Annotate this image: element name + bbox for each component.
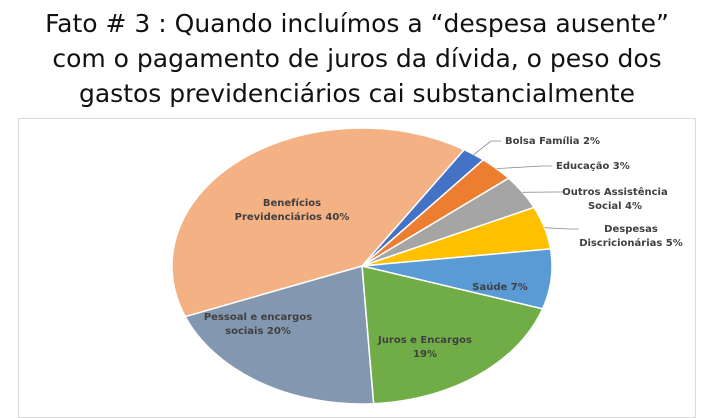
slice-label-5-line-0: Juros e Encargos (377, 335, 472, 346)
slice-label-7-line-1: Previdenciários 40% (235, 211, 350, 223)
slice-label-4-line-0: Saúde 7% (472, 281, 527, 293)
leader-line-3 (545, 228, 580, 229)
slice-label-3: Despesas Discricionárias 5% (579, 224, 683, 249)
slice-label-6-line-1: sociais 20% (225, 326, 291, 337)
leader-line-0 (474, 141, 501, 155)
slice-label-2: Outros Assistência Social 4% (562, 186, 667, 212)
slice-label-1-line-0: Educação 3% (556, 161, 630, 172)
slice-label-2-line-0: Outros Assistência (562, 186, 667, 198)
slice-label-5-line-1: 19% (413, 349, 437, 360)
slice-label-0-line-0: Bolsa Família 2% (505, 135, 600, 147)
slice-label-4: Saúde 7% (472, 281, 527, 293)
leader-line-1 (497, 166, 552, 169)
slice-label-1: Educação 3% (556, 161, 630, 172)
slice-label-3-line-1: Discricionárias 5% (579, 237, 683, 249)
slice-label-2-line-1: Social 4% (588, 201, 642, 212)
slice-label-0: Bolsa Família 2% (505, 135, 600, 147)
slice-label-6-line-0: Pessoal e encargos (204, 312, 312, 323)
slice-label-7-line-0: Benefícios (263, 197, 321, 209)
pie-slices (172, 128, 552, 404)
slice-label-3-line-0: Despesas (604, 224, 658, 235)
